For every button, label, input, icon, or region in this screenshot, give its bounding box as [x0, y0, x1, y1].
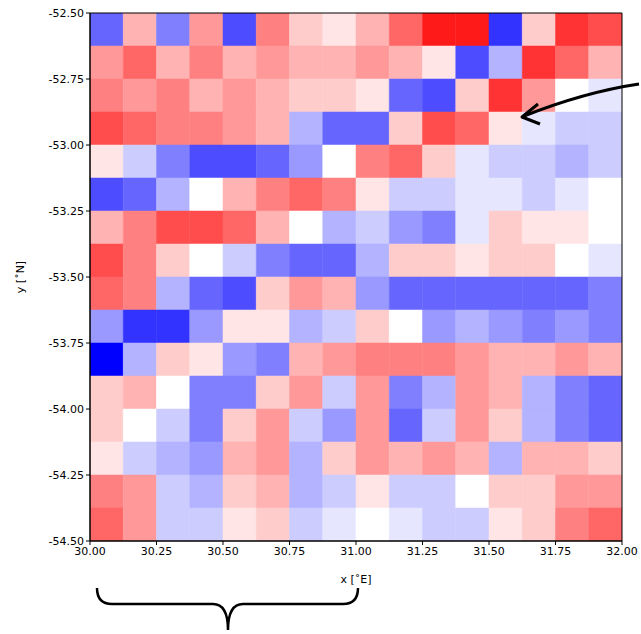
svg-text:y [˚N]: y [˚N] — [14, 261, 27, 293]
svg-text:31.50: 31.50 — [473, 545, 505, 558]
svg-text:32.00: 32.00 — [606, 545, 638, 558]
svg-text:-53.25: -53.25 — [49, 205, 84, 218]
svg-text:30.00: 30.00 — [74, 544, 106, 558]
svg-text:-54.00: -54.00 — [49, 403, 84, 416]
svg-text:30.25: 30.25 — [141, 545, 173, 558]
svg-text:30.50: 30.50 — [207, 545, 239, 558]
svg-text:31.00: 31.00 — [340, 545, 372, 558]
svg-text:-53.00: -53.00 — [49, 139, 84, 152]
svg-text:31.25: 31.25 — [407, 545, 439, 558]
svg-text:31.75: 31.75 — [540, 545, 572, 558]
svg-text:-53.50: -53.50 — [49, 271, 84, 284]
svg-text:-54.25: -54.25 — [49, 469, 84, 482]
svg-text:-52.50: -52.50 — [49, 7, 84, 20]
svg-text:x [˚E]: x [˚E] — [340, 573, 371, 586]
svg-text:-54.50: -54.50 — [49, 535, 84, 548]
svg-text:-53.75: -53.75 — [49, 337, 84, 350]
svg-text:30.75: 30.75 — [274, 545, 306, 558]
svg-text:-52.75: -52.75 — [49, 73, 84, 86]
